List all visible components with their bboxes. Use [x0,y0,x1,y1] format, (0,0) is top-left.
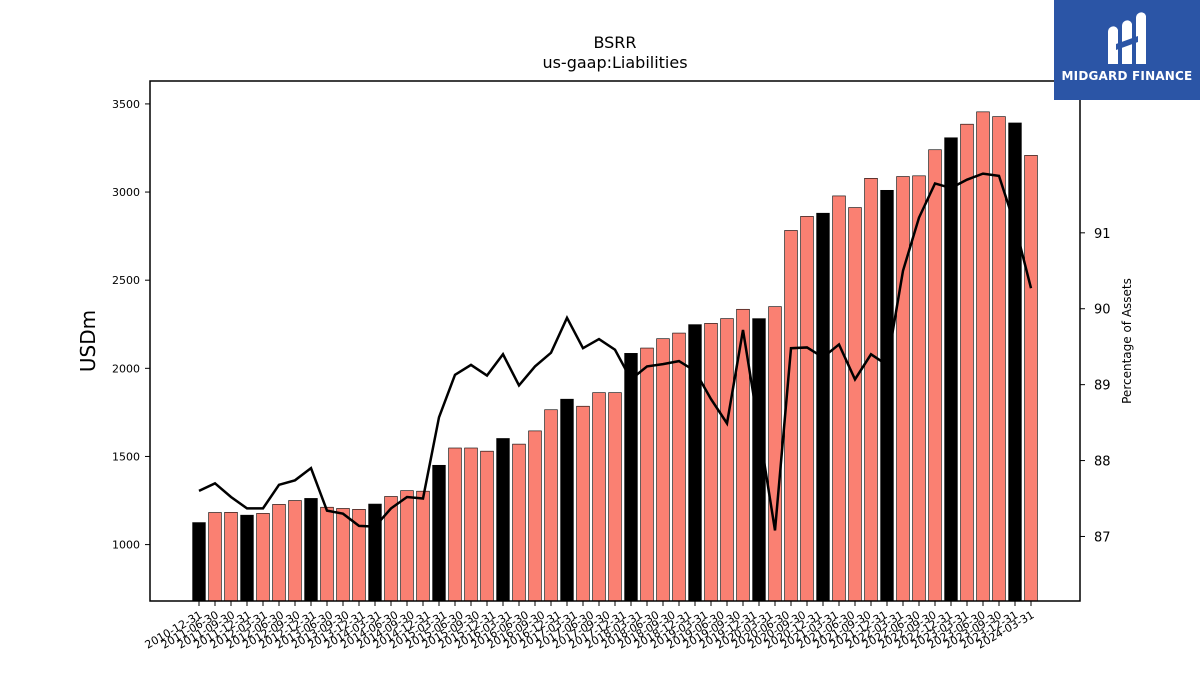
bar-2012-12-31 [320,506,334,602]
chart-title: BSRR [593,33,636,52]
bar-2017-12-31 [640,347,654,602]
bar-2020-09-30 [816,212,830,602]
bar-2017-06-30 [608,392,622,602]
bar-2010-12-31 [192,522,206,602]
bar-2012-03-31 [272,504,286,602]
bar-2012-06-30 [288,500,302,602]
bar-2022-06-30 [928,149,942,602]
midgard-finance-logo: MIDGARD FINANCE [1054,0,1200,100]
bar-2014-12-31 [448,447,462,602]
bar-2017-09-30 [624,353,638,602]
y-tick-label: 3500 [112,98,140,111]
chart-subtitle: us-gaap:Liabilities [542,53,687,72]
bar-2019-03-31 [720,318,734,602]
bar-2021-09-30 [880,189,894,602]
bar-2013-03-31 [336,508,350,602]
bar-2020-12-31 [832,195,846,602]
y2-tick-label: 90 [1094,303,1111,318]
bar-2016-03-31 [528,430,542,602]
y2-tick-label: 88 [1094,455,1111,470]
bar-2023-09-30 [1008,122,1022,602]
y-axis-label: USDm [76,310,100,372]
bar-2021-03-31 [848,207,862,602]
bar-2015-06-30 [480,450,494,602]
bar-2011-03-31 [208,512,222,602]
bar-2017-03-31 [592,392,606,602]
bar-2016-06-30 [544,409,558,602]
y-tick-label: 2000 [112,362,140,375]
y-tick-label: 1500 [112,450,140,463]
bar-2018-09-30 [688,324,702,602]
y2-tick-label: 89 [1094,379,1111,394]
y2-axis-ticks: 87 88 89 90 91 [1080,227,1111,545]
bar-2019-12-31 [768,306,782,602]
bar-2015-12-31 [512,443,526,602]
x-axis-ticks: 2010-12-312011-06-302011-09-302011-12-31… [143,601,1037,652]
bar-2011-12-31 [256,513,270,602]
bar-2018-12-31 [704,323,718,602]
bar-2011-09-30 [240,514,254,602]
y-axis-ticks: 1000 1500 2000 2500 3000 3500 [112,98,150,552]
bar-2018-03-31 [656,338,670,602]
y-tick-label: 3000 [112,186,140,199]
y2-tick-label: 91 [1094,227,1111,242]
bar-2018-06-30 [672,332,686,602]
y2-axis-label: Percentage of Assets [1120,278,1134,404]
bar-2014-06-30 [416,490,430,602]
logo-brand-text: MIDGARD FINANCE [1061,69,1193,83]
y2-tick-label: 87 [1094,530,1111,545]
bar-2021-12-31 [896,176,910,602]
bar-2015-03-31 [464,447,478,602]
bar-2022-12-31 [960,123,974,602]
y-tick-label: 1000 [112,539,140,552]
percentage-line [198,172,1033,531]
bar-2023-12-31 [1024,155,1038,602]
bar-2022-09-30 [944,137,958,602]
bar-2023-03-31 [976,111,990,602]
bar-2021-06-30 [864,178,878,602]
bar-2022-03-31 [912,175,926,602]
bar-2014-03-31 [400,490,414,602]
bar-2013-09-30 [368,503,382,602]
bar-2016-12-31 [576,405,590,602]
y-tick-label: 2500 [112,274,140,287]
bar-2016-09-30 [560,398,574,602]
bar-2012-09-30 [304,498,318,602]
midgard-logo-icon [1108,12,1146,64]
bar-2020-03-31 [784,230,798,602]
bar-2014-09-30 [432,464,446,602]
bar-2015-09-30 [496,438,510,602]
bar-2011-06-30 [224,512,238,602]
bar-2020-06-30 [800,216,814,602]
bar-series [192,111,1038,602]
